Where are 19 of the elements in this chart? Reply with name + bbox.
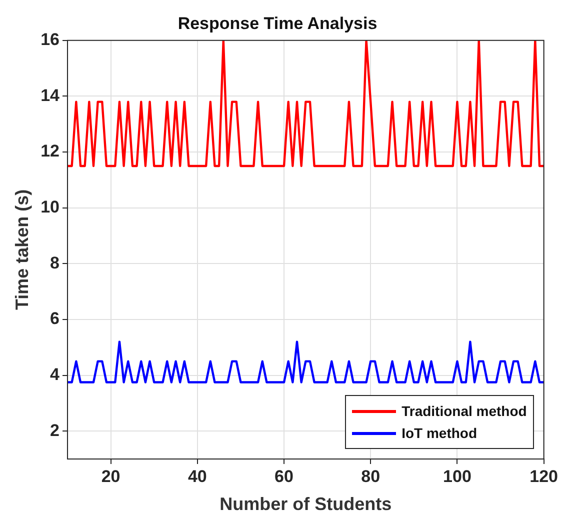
x-tick-label: 120 (530, 466, 558, 486)
y-tick-label: 6 (50, 309, 60, 328)
y-tick-label: 4 (50, 364, 60, 384)
y-tick-label: 12 (40, 142, 60, 161)
y-tick-label: 16 (40, 30, 60, 50)
y-axis-title: Time taken (s) (12, 189, 32, 310)
x-tick-label: 80 (361, 466, 380, 486)
chart-title: Response Time Analysis (178, 14, 378, 33)
y-tick-label: 10 (40, 198, 60, 217)
x-axis-title: Number of Students (220, 494, 392, 514)
y-tick-label: 8 (50, 253, 60, 272)
legend-label: Traditional method (402, 402, 527, 421)
y-tick-label: 14 (40, 86, 60, 105)
x-tick-label: 40 (188, 466, 207, 486)
x-tick-label: 100 (443, 466, 472, 486)
legend-label: IoT method (402, 424, 478, 443)
x-tick-label: 60 (274, 466, 294, 486)
x-tick-label: 20 (101, 466, 120, 486)
y-tick-label: 2 (50, 420, 60, 440)
